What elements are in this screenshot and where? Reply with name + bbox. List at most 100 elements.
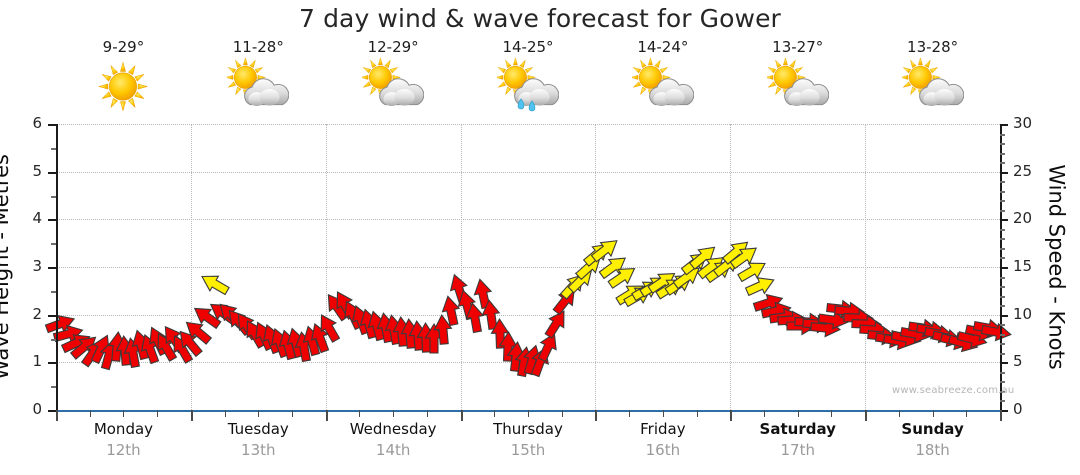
- sun-cloud-icon: [225, 56, 290, 114]
- right-axis-tick-label: 5: [1013, 352, 1023, 371]
- x-axis-day-tick: [865, 410, 868, 421]
- day-date: 13th: [241, 441, 276, 459]
- x-axis-minor-tick: [89, 410, 91, 417]
- left-axis-tick-label: 1: [32, 352, 42, 371]
- plot-area: [44, 124, 1012, 410]
- left-axis-tick: [48, 171, 56, 174]
- x-axis-minor-tick: [157, 410, 159, 417]
- left-axis-tick-label: 0: [32, 400, 42, 418]
- x-axis-minor-tick: [629, 410, 631, 417]
- x-axis-minor-tick: [831, 410, 833, 417]
- right-axis-minor-tick: [1000, 133, 1005, 136]
- left-axis-title-label: Wave Height - Metres: [0, 154, 13, 380]
- right-axis-tick-label: 10: [1013, 304, 1033, 323]
- left-axis-line: [56, 124, 58, 411]
- right-axis-minor-tick: [1000, 190, 1005, 193]
- gridline-horizontal: [56, 171, 1000, 173]
- right-axis-minor-tick: [1000, 276, 1005, 279]
- right-axis-tick: [1000, 171, 1008, 174]
- left-axis-tick-label: 3: [32, 257, 42, 275]
- x-axis-minor-tick: [898, 410, 900, 417]
- day-label-friday: Friday 16th: [595, 418, 730, 470]
- gridline-horizontal: [56, 314, 1000, 316]
- temperature-range: 14-25°: [502, 38, 554, 56]
- gridline-horizontal: [56, 124, 1000, 125]
- right-axis-minor-tick: [1000, 257, 1005, 260]
- day-label-sunday: Sunday 18th: [865, 418, 1000, 470]
- day-header-monday: 9-29°: [56, 36, 191, 118]
- temperature-range: 13-27°: [772, 38, 824, 56]
- left-axis-tick: [48, 124, 56, 126]
- right-axis-tick-label: 15: [1013, 257, 1033, 275]
- x-axis-minor-tick: [797, 410, 799, 417]
- x-axis-minor-tick: [966, 410, 968, 417]
- day-label-saturday: Saturday 17th: [730, 418, 865, 470]
- page-title: 7 day wind & wave forecast for Gower: [299, 4, 781, 33]
- right-axis-minor-tick: [1000, 209, 1005, 212]
- gridline-vertical-day-boundary: [325, 124, 327, 410]
- right-axis-minor-tick: [1000, 352, 1005, 355]
- x-axis-day-tick: [1000, 410, 1002, 421]
- sun-cloud-rain-icon: [494, 56, 560, 114]
- right-axis-minor-tick: [1000, 333, 1005, 336]
- x-axis-minor-tick: [662, 410, 664, 417]
- sun-cloud-icon: [359, 56, 425, 114]
- day-label-wednesday: Wednesday 14th: [326, 418, 461, 470]
- right-axis-minor-tick: [1000, 238, 1005, 241]
- sun-cloud-icon: [899, 56, 964, 114]
- day-label-thursday: Thursday 15th: [461, 418, 596, 470]
- x-axis-minor-tick: [393, 410, 395, 417]
- day-header-thursday: 14-25°: [461, 36, 596, 118]
- gridline-horizontal: [56, 267, 1000, 268]
- x-axis-minor-tick: [696, 410, 698, 417]
- gridline-vertical-day-boundary: [190, 124, 192, 410]
- right-axis-title-label: Wind Speed - Knots: [1045, 164, 1070, 370]
- x-axis-minor-tick: [292, 410, 293, 417]
- x-axis-minor-tick: [224, 410, 226, 417]
- x-axis-day-tick: [190, 410, 193, 421]
- temperature-range: 13-28°: [907, 38, 959, 56]
- right-axis-minor-tick: [1000, 143, 1005, 146]
- right-axis-tick: [1000, 410, 1008, 412]
- day-header-strip: 9-29° 11-28° 12-29°: [56, 36, 1000, 118]
- temperature-range: 12-29°: [367, 38, 419, 56]
- day-header-friday: 14-24°: [595, 36, 730, 118]
- left-axis-minor-tick: [51, 243, 56, 246]
- right-axis-tick-label: 0: [1013, 400, 1023, 418]
- day-name: Saturday: [759, 420, 836, 438]
- left-axis-minor-tick: [51, 147, 56, 150]
- right-axis-minor-tick: [1000, 390, 1005, 393]
- day-name: Friday: [640, 420, 686, 438]
- right-axis-minor-tick: [1000, 371, 1005, 374]
- right-axis-minor-tick: [1000, 400, 1005, 403]
- right-axis-tick: [1000, 314, 1008, 317]
- right-axis-minor-tick: [1000, 305, 1005, 308]
- left-axis-tick: [48, 314, 56, 317]
- x-axis-minor-tick: [123, 410, 125, 417]
- day-label-monday: Monday 12th: [56, 418, 191, 470]
- left-axis-tick: [48, 362, 56, 365]
- right-axis-tick: [1000, 219, 1008, 222]
- left-axis-minor-tick: [51, 338, 56, 341]
- left-axis-tick: [48, 267, 56, 269]
- day-header-saturday: 13-27°: [730, 36, 865, 118]
- day-date: 14th: [375, 441, 411, 459]
- sun-icon: [92, 58, 154, 114]
- day-name: Thursday: [493, 420, 563, 438]
- x-axis-minor-tick: [359, 410, 361, 417]
- right-axis-minor-tick: [1000, 324, 1005, 327]
- day-name: Wednesday: [349, 420, 437, 438]
- sun-cloud-icon: [764, 56, 829, 114]
- x-axis-minor-tick: [932, 410, 934, 417]
- x-axis-minor-tick: [494, 410, 496, 417]
- right-axis-minor-tick: [1000, 286, 1005, 289]
- right-axis-tick-label: 25: [1013, 161, 1033, 180]
- left-axis-tick-label: 6: [32, 114, 42, 132]
- left-axis-tick: [48, 410, 56, 412]
- gridline-vertical-day-boundary: [865, 124, 867, 410]
- watermark: www.seabreeze.com.au: [892, 385, 1015, 396]
- right-axis-minor-tick: [1000, 381, 1005, 384]
- left-axis-title: Wave Height - Metres: [0, 124, 16, 410]
- left-axis-tick-label: 2: [32, 304, 42, 323]
- left-axis-tick-label: 4: [32, 209, 42, 228]
